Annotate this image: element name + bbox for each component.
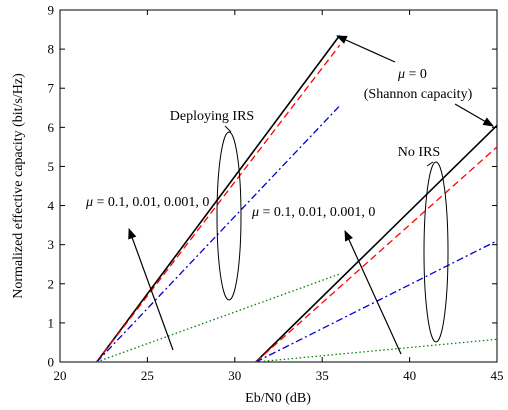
mu-symbol: μ bbox=[85, 195, 93, 210]
ellipse-no-irs bbox=[423, 161, 449, 343]
connector-irs bbox=[224, 125, 232, 133]
y-tick-label: 9 bbox=[48, 3, 55, 18]
series-line-irs-mu-0.01 bbox=[96, 105, 341, 363]
y-axis-title: Normalized effective capacity (bit/s/Hz) bbox=[11, 73, 26, 299]
mu-list-left-text: = 0.1, 0.01, 0.001, 0 bbox=[97, 195, 210, 210]
series-line-no-irs-mu-0 bbox=[255, 124, 498, 363]
y-tick-label: 4 bbox=[48, 198, 55, 213]
plot-area bbox=[59, 9, 498, 363]
annotation-deploying-irs: Deploying IRS bbox=[170, 109, 254, 124]
y-tick-label: 8 bbox=[48, 42, 55, 57]
y-tick-label: 7 bbox=[48, 81, 55, 96]
y-tick-label: 3 bbox=[48, 237, 55, 252]
series-layer bbox=[96, 34, 498, 363]
series-line-no-irs-mu-0.1 bbox=[255, 338, 498, 363]
y-tick-label: 2 bbox=[48, 276, 55, 291]
series-line-no-irs-mu-0.001 bbox=[255, 146, 498, 363]
annotation-mu-list-right: μ = 0.1, 0.01, 0.001, 0 bbox=[251, 205, 375, 220]
annotation-mu-zero: μ = 0 bbox=[397, 67, 427, 82]
y-tick-label: 6 bbox=[48, 120, 55, 135]
mu-symbol: μ bbox=[251, 205, 259, 220]
y-tick-label: 5 bbox=[48, 159, 55, 174]
annotation-shannon: (Shannon capacity) bbox=[364, 87, 473, 102]
mu-zero-text: = 0 bbox=[409, 67, 427, 82]
series-line-irs-mu-0 bbox=[96, 34, 341, 363]
arrow-mu-left bbox=[128, 227, 174, 351]
annotation-no-irs: No IRS bbox=[398, 145, 440, 160]
ellipse-irs bbox=[216, 131, 242, 301]
arrow-shannon-upper bbox=[336, 35, 396, 63]
arrow-mu-right bbox=[344, 230, 402, 355]
mu-symbol: μ bbox=[397, 67, 405, 82]
connector-no-irs bbox=[426, 161, 434, 167]
x-axis-title: Eb/N0 (dB) bbox=[245, 391, 311, 406]
y-tick-label: 1 bbox=[48, 315, 55, 330]
y-tick-label: 0 bbox=[48, 355, 55, 370]
x-tick-label: 30 bbox=[228, 368, 241, 383]
arrow-shannon-lower bbox=[454, 103, 494, 127]
annotation-mu-list-left: μ = 0.1, 0.01, 0.001, 0 bbox=[85, 195, 209, 210]
x-tick-label: 25 bbox=[141, 368, 154, 383]
x-tick-label: 20 bbox=[54, 368, 67, 383]
x-tick-label: 35 bbox=[316, 368, 329, 383]
x-tick-label: 45 bbox=[491, 368, 504, 383]
x-tick-label: 40 bbox=[403, 368, 416, 383]
mu-list-right-text: = 0.1, 0.01, 0.001, 0 bbox=[263, 205, 376, 220]
series-line-irs-mu-0.001 bbox=[96, 44, 341, 363]
series-line-irs-mu-0.1 bbox=[96, 273, 340, 363]
